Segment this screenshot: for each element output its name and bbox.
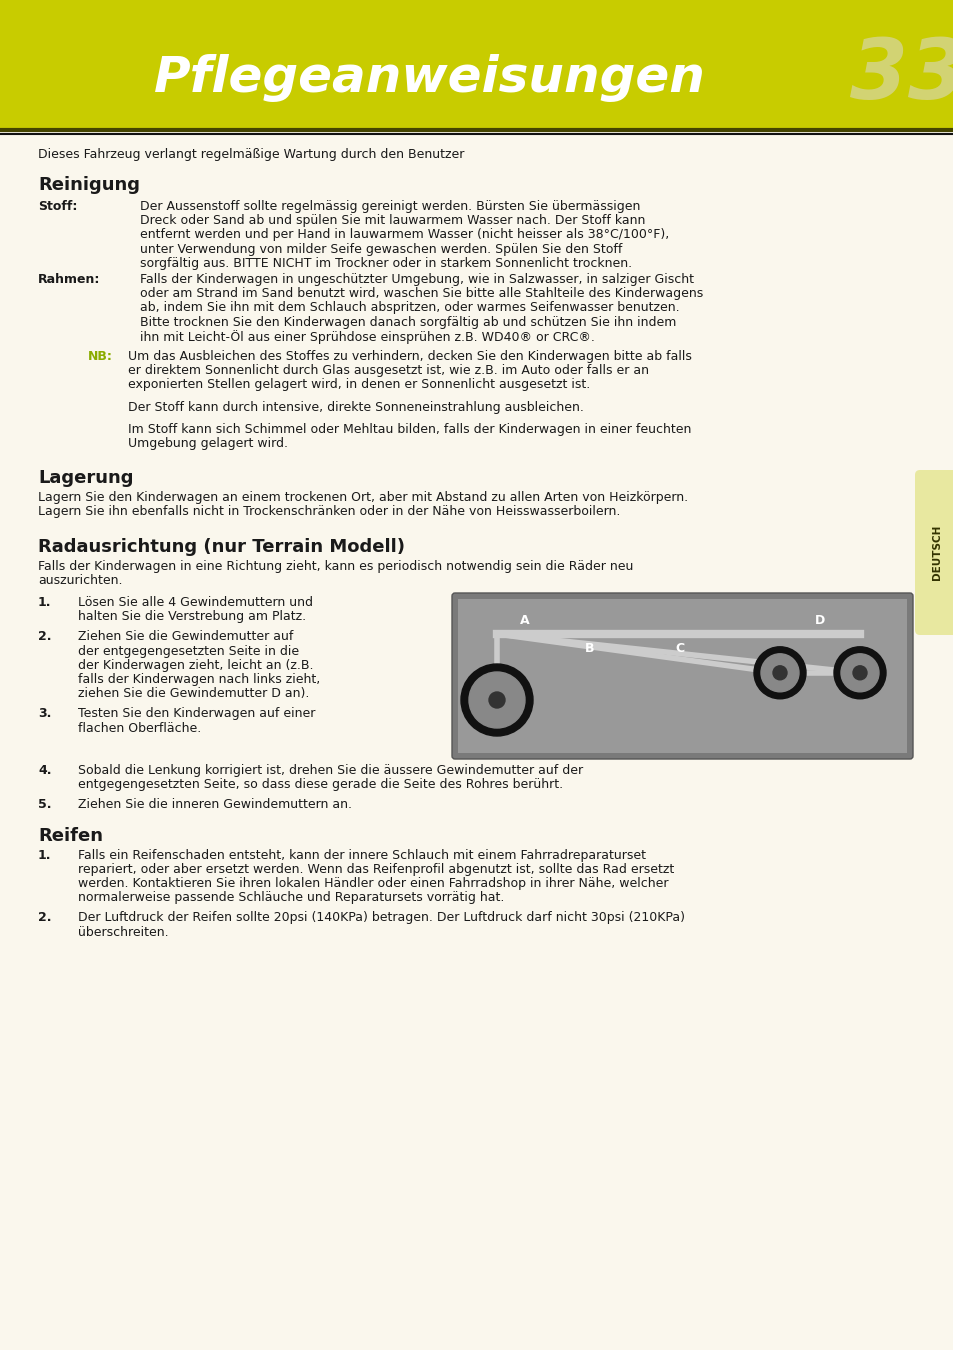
Text: entfernt werden und per Hand in lauwarmem Wasser (nicht heisser als 38°C/100°F),: entfernt werden und per Hand in lauwarme… (140, 228, 669, 242)
Text: Der Stoff kann durch intensive, direkte Sonneneinstrahlung ausbleichen.: Der Stoff kann durch intensive, direkte … (128, 401, 583, 413)
Text: normalerweise passende Schläuche und Reparatursets vorrätig hat.: normalerweise passende Schläuche und Rep… (78, 891, 504, 904)
Text: D: D (814, 614, 824, 626)
Text: repariert, oder aber ersetzt werden. Wenn das Reifenprofil abgenutzt ist, sollte: repariert, oder aber ersetzt werden. Wen… (78, 863, 674, 876)
Circle shape (833, 647, 885, 699)
Text: Radausrichtung (nur Terrain Modell): Radausrichtung (nur Terrain Modell) (38, 537, 405, 556)
Text: B: B (584, 643, 594, 655)
Text: NB:: NB: (88, 350, 112, 363)
Text: Ziehen Sie die Gewindemutter auf: Ziehen Sie die Gewindemutter auf (78, 630, 294, 644)
Text: Im Stoff kann sich Schimmel oder Mehltau bilden, falls der Kinderwagen in einer : Im Stoff kann sich Schimmel oder Mehltau… (128, 423, 691, 436)
Circle shape (760, 653, 799, 691)
Text: 2.: 2. (38, 911, 51, 925)
Circle shape (469, 672, 524, 728)
Circle shape (852, 666, 866, 680)
Text: 3.: 3. (38, 707, 51, 721)
Text: Umgebung gelagert wird.: Umgebung gelagert wird. (128, 437, 288, 450)
Text: Reinigung: Reinigung (38, 176, 140, 194)
Text: Lagern Sie den Kinderwagen an einem trockenen Ort, aber mit Abstand zu allen Art: Lagern Sie den Kinderwagen an einem troc… (38, 491, 687, 504)
Text: sorgfältig aus. BITTE NICHT im Trockner oder in starkem Sonnenlicht trocknen.: sorgfältig aus. BITTE NICHT im Trockner … (140, 256, 632, 270)
Text: Stoff:: Stoff: (38, 200, 77, 213)
Text: exponierten Stellen gelagert wird, in denen er Sonnenlicht ausgesetzt ist.: exponierten Stellen gelagert wird, in de… (128, 378, 590, 392)
Circle shape (753, 647, 805, 699)
Text: Um das Ausbleichen des Stoffes zu verhindern, decken Sie den Kinderwagen bitte a: Um das Ausbleichen des Stoffes zu verhin… (128, 350, 691, 363)
Circle shape (489, 693, 504, 707)
Text: ziehen Sie die Gewindemutter D an).: ziehen Sie die Gewindemutter D an). (78, 687, 309, 701)
Text: Sobald die Lenkung korrigiert ist, drehen Sie die äussere Gewindemutter auf der: Sobald die Lenkung korrigiert ist, drehe… (78, 764, 582, 778)
Text: überschreiten.: überschreiten. (78, 926, 169, 938)
Text: DEUTSCH: DEUTSCH (931, 525, 941, 580)
Text: Lösen Sie alle 4 Gewindemuttern und: Lösen Sie alle 4 Gewindemuttern und (78, 595, 313, 609)
Text: Falls der Kinderwagen in eine Richtung zieht, kann es periodisch notwendig sein : Falls der Kinderwagen in eine Richtung z… (38, 560, 633, 572)
FancyBboxPatch shape (914, 470, 953, 634)
Text: 33: 33 (849, 35, 953, 116)
Text: der entgegengesetzten Seite in die: der entgegengesetzten Seite in die (78, 644, 299, 657)
Text: Der Aussenstoff sollte regelmässig gereinigt werden. Bürsten Sie übermässigen: Der Aussenstoff sollte regelmässig gerei… (140, 200, 639, 213)
Text: unter Verwendung von milder Seife gewaschen werden. Spülen Sie den Stoff: unter Verwendung von milder Seife gewasc… (140, 243, 621, 255)
Circle shape (460, 664, 533, 736)
Text: flachen Oberfläche.: flachen Oberfläche. (78, 722, 201, 734)
Text: ab, indem Sie ihn mit dem Schlauch abspritzen, oder warmes Seifenwasser benutzen: ab, indem Sie ihn mit dem Schlauch abspr… (140, 301, 679, 315)
FancyBboxPatch shape (457, 599, 906, 753)
Text: Falls der Kinderwagen in ungeschützter Umgebung, wie in Salzwasser, in salziger : Falls der Kinderwagen in ungeschützter U… (140, 273, 693, 286)
Text: er direktem Sonnenlicht durch Glas ausgesetzt ist, wie z.B. im Auto oder falls e: er direktem Sonnenlicht durch Glas ausge… (128, 364, 648, 377)
Text: 5.: 5. (38, 798, 51, 811)
Text: 4.: 4. (38, 764, 51, 778)
Text: falls der Kinderwagen nach links zieht,: falls der Kinderwagen nach links zieht, (78, 674, 320, 686)
Text: Pflegeanweisungen: Pflegeanweisungen (153, 54, 705, 103)
Text: C: C (675, 643, 683, 655)
Text: Lagerung: Lagerung (38, 470, 133, 487)
Text: Falls ein Reifenschaden entsteht, kann der innere Schlauch mit einem Fahrradrepa: Falls ein Reifenschaden entsteht, kann d… (78, 849, 645, 861)
Text: A: A (519, 614, 529, 626)
Text: ihn mit Leicht-Öl aus einer Sprühdose einsprühen z.B. WD40® or CRC®.: ihn mit Leicht-Öl aus einer Sprühdose ei… (140, 329, 595, 344)
Text: 2.: 2. (38, 630, 51, 644)
Text: Ziehen Sie die inneren Gewindemuttern an.: Ziehen Sie die inneren Gewindemuttern an… (78, 798, 352, 811)
Text: halten Sie die Verstrebung am Platz.: halten Sie die Verstrebung am Platz. (78, 610, 306, 624)
Text: Reifen: Reifen (38, 826, 103, 845)
Text: Lagern Sie ihn ebenfalls nicht in Trockenschränken oder in der Nähe von Heisswas: Lagern Sie ihn ebenfalls nicht in Trocke… (38, 505, 619, 518)
Text: Bitte trocknen Sie den Kinderwagen danach sorgfältig ab und schützen Sie ihn ind: Bitte trocknen Sie den Kinderwagen danac… (140, 316, 676, 328)
Text: auszurichten.: auszurichten. (38, 574, 122, 587)
Text: Dieses Fahrzeug verlangt regelmäßige Wartung durch den Benutzer: Dieses Fahrzeug verlangt regelmäßige War… (38, 148, 464, 161)
Circle shape (772, 666, 786, 680)
Text: Testen Sie den Kinderwagen auf einer: Testen Sie den Kinderwagen auf einer (78, 707, 315, 721)
Circle shape (841, 653, 878, 691)
Text: Dreck oder Sand ab und spülen Sie mit lauwarmem Wasser nach. Der Stoff kann: Dreck oder Sand ab und spülen Sie mit la… (140, 215, 644, 227)
Text: oder am Strand im Sand benutzt wird, waschen Sie bitte alle Stahlteile des Kinde: oder am Strand im Sand benutzt wird, was… (140, 288, 702, 300)
FancyBboxPatch shape (452, 593, 912, 759)
Text: der Kinderwagen zieht, leicht an (z.B.: der Kinderwagen zieht, leicht an (z.B. (78, 659, 314, 672)
Text: 1.: 1. (38, 849, 51, 861)
Text: werden. Kontaktieren Sie ihren lokalen Händler oder einen Fahrradshop in ihrer N: werden. Kontaktieren Sie ihren lokalen H… (78, 878, 668, 890)
Text: 1.: 1. (38, 595, 51, 609)
Text: entgegengesetzten Seite, so dass diese gerade die Seite des Rohres berührt.: entgegengesetzten Seite, so dass diese g… (78, 778, 562, 791)
Bar (0, 0, 953, 130)
Text: Rahmen:: Rahmen: (38, 273, 100, 286)
Text: Der Luftdruck der Reifen sollte 20psi (140KPa) betragen. Der Luftdruck darf nich: Der Luftdruck der Reifen sollte 20psi (1… (78, 911, 684, 925)
